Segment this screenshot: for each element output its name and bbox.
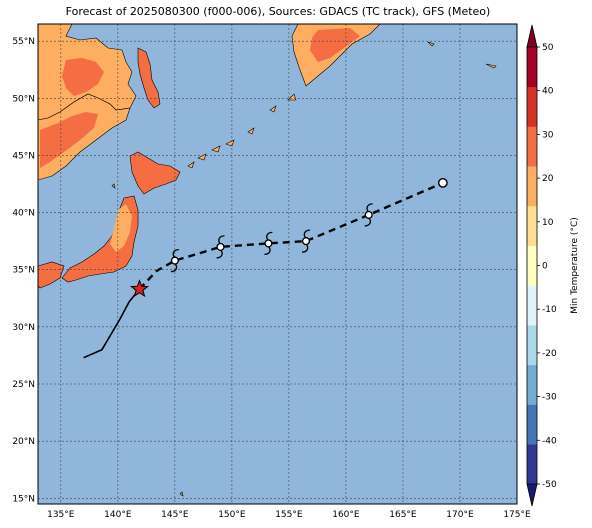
lat-tick-label: 25°N: [12, 380, 35, 390]
storm-symbol: [301, 229, 311, 253]
forecast-track-line: [138, 181, 444, 290]
lon-tick-label: 165°E: [389, 510, 417, 520]
lon-tick-label: 135°E: [47, 510, 75, 520]
storm-symbol: [170, 248, 179, 273]
colorbar-tick-label: 30: [542, 130, 554, 140]
land-hokkaido: [129, 151, 181, 195]
lat-tick-label: 35°N: [12, 266, 35, 276]
colorbar-segment: [527, 285, 537, 326]
colorbar-under-arrow: [526, 483, 538, 507]
colorbar: -50 -40 -30 -20 -10 0 10 20 30 40 50 Min Temperatur…: [526, 24, 580, 507]
longitude-ticks: 135°E 140°E 145°E 150°E 155°E 160°E 165°E 170°E…: [47, 510, 531, 520]
lat-tick-label: 50°N: [12, 94, 35, 104]
land-korea-china: [38, 93, 131, 181]
colorbar-segment: [527, 404, 537, 445]
colorbar-tick-label: -20: [542, 349, 557, 359]
colorbar-segment: [527, 47, 537, 88]
lon-tick-label: 145°E: [161, 510, 189, 520]
lon-tick-label: 155°E: [275, 510, 303, 520]
lat-tick-label: 55°N: [12, 37, 35, 47]
lon-tick-label: 140°E: [104, 510, 132, 520]
land-honshu-mild: [110, 204, 132, 252]
land-small-islands: [111, 41, 497, 497]
lat-tick-label: 30°N: [12, 323, 35, 333]
lon-tick-label: 160°E: [332, 510, 360, 520]
track-end-marker: [437, 177, 448, 188]
land-layer: [38, 24, 497, 497]
colorbar-segment: [527, 364, 537, 405]
colorbar-segment: [527, 205, 537, 246]
map-frame: [37, 23, 518, 505]
latitude-ticks: 15°N 20°N 25°N 30°N 35°N 40°N 45°N 50°N 55°N: [12, 37, 35, 504]
colorbar-segment: [527, 166, 537, 207]
colorbar-tick-label: -40: [542, 436, 557, 446]
lat-tick-label: 15°N: [12, 494, 35, 504]
lat-tick-label: 45°N: [12, 151, 35, 161]
land-china-warm: [40, 112, 98, 168]
lat-tick-label: 20°N: [12, 437, 35, 447]
land-kurils: [187, 93, 297, 169]
lon-tick-label: 175°E: [503, 510, 531, 520]
colorbar-segment: [527, 86, 537, 127]
lon-tick-label: 170°E: [446, 510, 474, 520]
colorbar-segment: [527, 126, 537, 167]
land-sakhalin: [137, 47, 161, 109]
land-russia-warm: [62, 58, 104, 96]
colorbar-tick-label: -30: [542, 393, 557, 403]
land-kamchatka-warm: [310, 28, 360, 62]
colorbar-tick-label: 40: [542, 87, 554, 97]
colorbar-tick-label: 20: [542, 174, 554, 184]
current-position-star: [130, 279, 149, 298]
lon-tick-label: 150°E: [218, 510, 246, 520]
map-title: Forecast of 2025080300 (f000-006), Sourc…: [65, 5, 491, 18]
colorbar-segment: [527, 325, 537, 366]
lat-tick-label: 40°N: [12, 209, 35, 219]
gridlines: [38, 24, 517, 504]
colorbar-tick-label: 0: [542, 262, 548, 272]
colorbar-tick-label: -50: [542, 480, 557, 490]
colorbar-tick-label: -10: [542, 305, 557, 315]
storm-symbol: [264, 231, 273, 256]
storm-symbol: [216, 235, 225, 259]
colorbar-over-arrow: [526, 24, 538, 48]
colorbar-segment: [527, 444, 537, 485]
colorbar-segment: [527, 245, 537, 286]
past-track-line: [83, 288, 141, 359]
colorbar-label: Min Temperature (°C): [570, 217, 580, 314]
colorbar-tick-label: 50: [542, 43, 554, 53]
colorbar-tick-label: 10: [542, 218, 554, 228]
cyclone-track: [83, 177, 448, 359]
storm-symbol: [364, 203, 373, 227]
